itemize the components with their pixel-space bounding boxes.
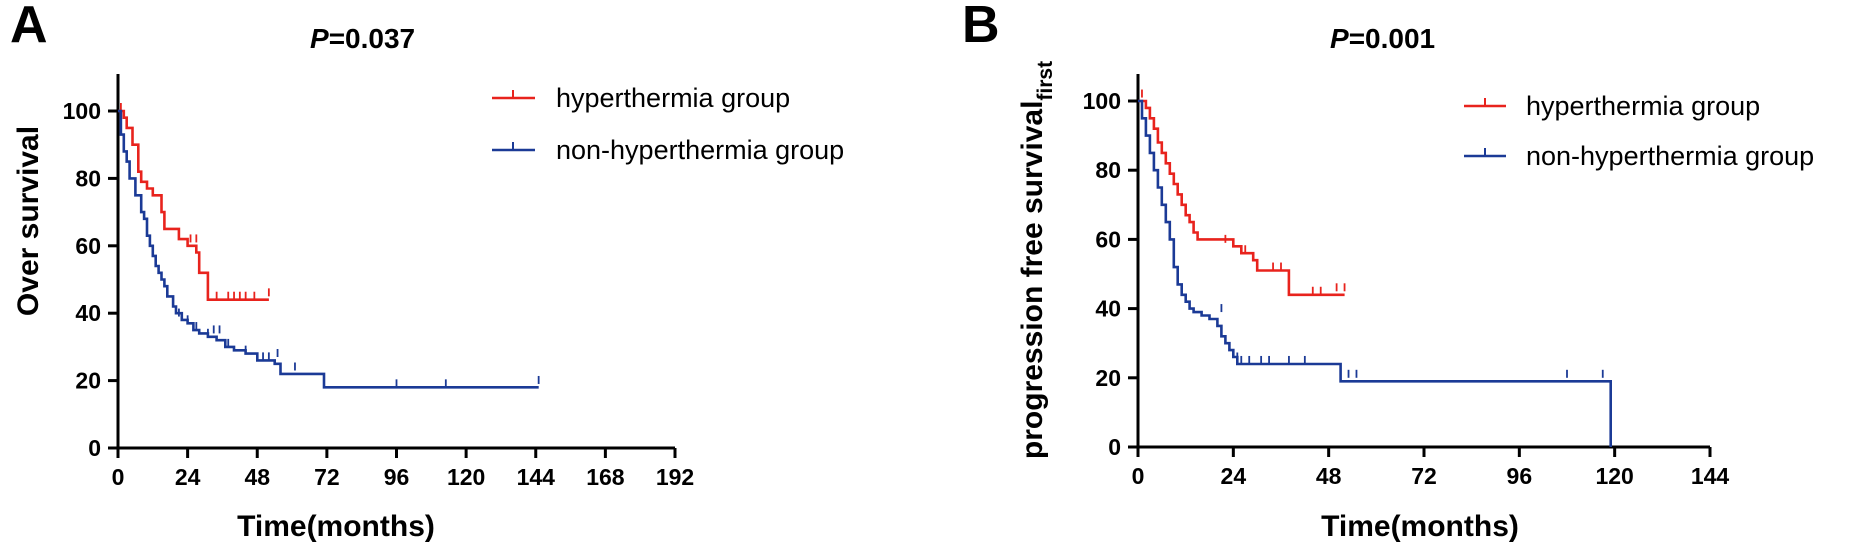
panel-b-y-axis-title: progression free survivalfirst: [1016, 61, 1057, 459]
panel-b-y-tick-label: 60: [1095, 226, 1121, 252]
panel-a-x-axis-title: Time(months): [237, 510, 435, 543]
panel-b-legend-entry-non-hyperthermia: non-hyperthermia group: [1464, 141, 1814, 171]
panel-a-series: [118, 103, 540, 389]
panel-a-p-prefix: P: [310, 23, 329, 54]
panel-b-x-tick-label: 72: [1411, 463, 1437, 489]
panel-a-curve-hyperthermia: [118, 109, 269, 301]
panel-a-y-tick-label: 80: [75, 165, 101, 191]
panel-b-x-axis-title: Time(months): [1321, 510, 1519, 543]
panel-a-curve-non-hyperthermia: [118, 109, 539, 389]
panel-b-y-tick-label: 20: [1095, 365, 1121, 391]
panel-a: A P=0.037 0 24 48 72 96 120 144 168 192 0 20 40 60 80…: [10, 0, 844, 543]
panel-b-x-tick-label: 48: [1316, 463, 1342, 489]
panel-a-x-tick-label: 192: [656, 464, 694, 490]
panel-a-y-tick-label: 100: [63, 98, 101, 124]
panel-b-x-tick-label: 96: [1507, 463, 1533, 489]
panel-a-legend-entry-hyperthermia: hyperthermia group: [492, 83, 790, 113]
panel-a-x-tick-label: 96: [384, 464, 410, 490]
panel-b: B P=0.001 0 24 48 72 96 120 144 0 20 40 60 80 100 Ti…: [962, 0, 1814, 543]
panel-b-x-tick-label: 144: [1691, 463, 1730, 489]
panel-b-y-tick-label: 100: [1083, 88, 1121, 114]
panel-b-p-number: =0.001: [1349, 23, 1435, 54]
panel-b-p-prefix: P: [1330, 23, 1349, 54]
panel-b-axes: 0 24 48 72 96 120 144 0 20 40 60 80 100: [1083, 74, 1730, 489]
panel-a-x-tick-label: 120: [447, 464, 485, 490]
panel-b-y-tick-label: 0: [1108, 434, 1121, 460]
panel-b-y-axis-title-main: progression free survival: [1016, 101, 1049, 459]
panel-b-x-tick-label: 0: [1132, 463, 1145, 489]
panel-a-x-tick-label: 72: [314, 464, 340, 490]
legend-label-non-hyperthermia: non-hyperthermia group: [1526, 141, 1814, 171]
panel-a-y-tick-label: 20: [75, 368, 101, 394]
panel-b-letter: B: [962, 0, 1000, 54]
panel-b-y-tick-label: 40: [1095, 296, 1121, 322]
panel-a-p-number: =0.037: [329, 23, 415, 54]
legend-label-non-hyperthermia: non-hyperthermia group: [556, 135, 844, 165]
panel-b-curve-hyperthermia: [1138, 99, 1345, 297]
panel-a-x-tick-label: 144: [517, 464, 556, 490]
panel-b-legend: hyperthermia group non-hyperthermia grou…: [1464, 91, 1814, 171]
panel-b-x-tick-label: 120: [1595, 463, 1633, 489]
panel-a-y-tick-label: 0: [88, 435, 101, 461]
panel-a-x-tick-label: 0: [112, 464, 125, 490]
panel-b-p-value: P=0.001: [1330, 23, 1435, 54]
panel-a-axes: 0 24 48 72 96 120 144 168 192 0 20 40 60 80 100: [63, 74, 694, 490]
panel-a-letter: A: [10, 0, 48, 54]
panel-b-y-tick-label: 80: [1095, 157, 1121, 183]
panel-a-y-tick-label: 60: [75, 233, 101, 259]
panel-a-legend-entry-non-hyperthermia: non-hyperthermia group: [492, 135, 844, 165]
panel-a-legend: hyperthermia group non-hyperthermia grou…: [492, 83, 844, 165]
legend-label-hyperthermia: hyperthermia group: [556, 83, 790, 113]
panel-a-x-tick-label: 168: [586, 464, 625, 490]
legend-label-hyperthermia: hyperthermia group: [1526, 91, 1760, 121]
panel-a-y-axis-title: Over survival: [12, 126, 45, 316]
panel-a-p-value: P=0.037: [310, 23, 415, 54]
panel-b-y-axis-title-subscript: first: [1034, 61, 1057, 101]
panel-b-legend-entry-hyperthermia: hyperthermia group: [1464, 91, 1760, 121]
panel-a-x-tick-label: 48: [244, 464, 270, 490]
panel-b-x-tick-label: 24: [1221, 463, 1247, 489]
panel-b-series: [1138, 89, 1612, 447]
panel-a-x-tick-label: 24: [175, 464, 201, 490]
panel-a-y-axis-title-main: Over survival: [12, 126, 45, 316]
panel-a-y-tick-label: 40: [75, 300, 101, 326]
